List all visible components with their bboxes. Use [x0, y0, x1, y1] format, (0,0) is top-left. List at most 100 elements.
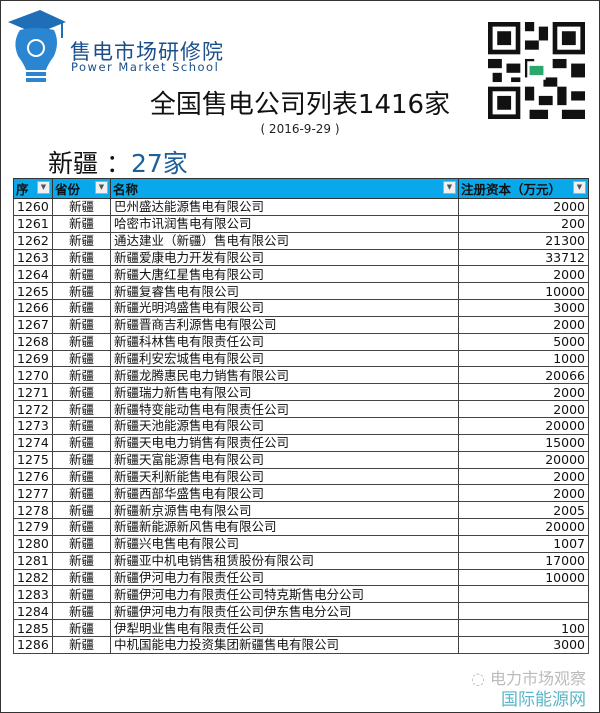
cell-seq[interactable]: 1286	[13, 635, 53, 654]
cell-name[interactable]: 新疆晋商吉利源售电有限公司	[110, 315, 459, 334]
cell-capital[interactable]: 2000	[458, 315, 589, 334]
cell-seq[interactable]: 1267	[13, 315, 53, 334]
cell-name[interactable]: 新疆复睿售电有限公司	[110, 282, 459, 301]
cell-seq[interactable]: 1262	[13, 231, 53, 250]
cell-capital[interactable]	[458, 602, 589, 621]
cell-capital[interactable]: 3000	[458, 299, 589, 317]
cell-seq[interactable]: 1265	[13, 282, 53, 301]
cell-province[interactable]: 新疆	[52, 214, 111, 233]
filter-dropdown-icon[interactable]: ▼	[37, 181, 50, 194]
cell-province[interactable]: 新疆	[52, 551, 111, 570]
cell-name[interactable]: 伊犁明业售电有限责任公司	[110, 619, 459, 637]
cell-capital[interactable]: 5000	[458, 332, 589, 351]
filter-applied-icon[interactable]: ▼	[95, 181, 108, 194]
cell-name[interactable]: 新疆利安宏城售电有限公司	[110, 349, 459, 368]
cell-capital[interactable]: 200	[458, 214, 589, 233]
cell-seq[interactable]: 1277	[13, 484, 53, 503]
cell-seq[interactable]: 1264	[13, 265, 53, 284]
cell-capital[interactable]: 20000	[458, 450, 589, 469]
cell-province[interactable]: 新疆	[52, 568, 111, 587]
cell-name[interactable]: 新疆亚中机电销售租赁股份有限公司	[110, 551, 459, 570]
cell-province[interactable]: 新疆	[52, 484, 111, 503]
cell-seq[interactable]: 1270	[13, 366, 53, 385]
cell-seq[interactable]: 1285	[13, 619, 53, 637]
cell-seq[interactable]: 1260	[13, 198, 53, 216]
cell-province[interactable]: 新疆	[52, 248, 111, 267]
cell-province[interactable]: 新疆	[52, 265, 111, 284]
cell-province[interactable]: 新疆	[52, 450, 111, 469]
cell-name[interactable]: 新疆新京源售电有限公司	[110, 501, 459, 520]
cell-seq[interactable]: 1268	[13, 332, 53, 351]
cell-name[interactable]: 新疆瑞力新售电有限公司	[110, 383, 459, 402]
cell-capital[interactable]: 2005	[458, 501, 589, 520]
cell-capital[interactable]: 21300	[458, 231, 589, 250]
cell-seq[interactable]: 1271	[13, 383, 53, 402]
cell-seq[interactable]: 1278	[13, 501, 53, 520]
cell-name[interactable]: 新疆龙腾惠民电力销售有限公司	[110, 366, 459, 385]
cell-capital[interactable]: 15000	[458, 433, 589, 452]
cell-province[interactable]: 新疆	[52, 332, 111, 351]
cell-province[interactable]: 新疆	[52, 467, 111, 486]
cell-capital[interactable]: 20000	[458, 416, 589, 435]
filter-dropdown-icon[interactable]: ▼	[443, 181, 456, 194]
filter-dropdown-icon[interactable]: ▼	[573, 181, 586, 194]
cell-name[interactable]: 通达建业（新疆）售电有限公司	[110, 231, 459, 250]
cell-province[interactable]: 新疆	[52, 383, 111, 402]
cell-capital[interactable]: 10000	[458, 282, 589, 301]
cell-name[interactable]: 新疆特变能动售电有限责任公司	[110, 400, 459, 418]
cell-capital[interactable]: 1007	[458, 534, 589, 553]
cell-province[interactable]: 新疆	[52, 534, 111, 553]
cell-capital[interactable]: 2000	[458, 467, 589, 486]
cell-province[interactable]: 新疆	[52, 635, 111, 654]
cell-capital[interactable]: 2000	[458, 484, 589, 503]
cell-capital[interactable]: 3000	[458, 635, 589, 654]
cell-capital[interactable]	[458, 585, 589, 604]
cell-province[interactable]: 新疆	[52, 198, 111, 216]
cell-name[interactable]: 新疆科林售电有限责任公司	[110, 332, 459, 351]
cell-province[interactable]: 新疆	[52, 282, 111, 301]
cell-province[interactable]: 新疆	[52, 366, 111, 385]
cell-name[interactable]: 新疆西部华盛售电有限公司	[110, 484, 459, 503]
cell-name[interactable]: 新疆天电电力销售有限责任公司	[110, 433, 459, 452]
cell-name[interactable]: 新疆天池能源售电有限公司	[110, 416, 459, 435]
cell-province[interactable]: 新疆	[52, 349, 111, 368]
cell-name[interactable]: 新疆伊河电力有限责任公司	[110, 568, 459, 587]
cell-province[interactable]: 新疆	[52, 585, 111, 604]
cell-name[interactable]: 新疆光明鸿盛售电有限公司	[110, 299, 459, 317]
column-header-seq[interactable]: 序 ▼	[13, 178, 53, 199]
cell-province[interactable]: 新疆	[52, 433, 111, 452]
cell-name[interactable]: 新疆爱康电力开发有限公司	[110, 248, 459, 267]
cell-seq[interactable]: 1283	[13, 585, 53, 604]
column-header-province[interactable]: 省份 ▼	[52, 178, 111, 199]
cell-capital[interactable]: 100	[458, 619, 589, 637]
cell-province[interactable]: 新疆	[52, 416, 111, 435]
cell-name[interactable]: 新疆天富能源售电有限公司	[110, 450, 459, 469]
cell-province[interactable]: 新疆	[52, 518, 111, 536]
cell-capital[interactable]: 20000	[458, 518, 589, 536]
cell-capital[interactable]: 2000	[458, 265, 589, 284]
cell-province[interactable]: 新疆	[52, 602, 111, 621]
cell-capital[interactable]: 17000	[458, 551, 589, 570]
cell-name[interactable]: 新疆伊河电力有限责任公司伊东售电分公司	[110, 602, 459, 621]
cell-province[interactable]: 新疆	[52, 619, 111, 637]
cell-capital[interactable]: 20066	[458, 366, 589, 385]
cell-seq[interactable]: 1280	[13, 534, 53, 553]
cell-capital[interactable]: 2000	[458, 400, 589, 418]
cell-name[interactable]: 新疆大唐红星售电有限公司	[110, 265, 459, 284]
cell-seq[interactable]: 1269	[13, 349, 53, 368]
cell-capital[interactable]: 2000	[458, 198, 589, 216]
cell-name[interactable]: 中机国能电力投资集团新疆售电有限公司	[110, 635, 459, 654]
column-header-name[interactable]: 名称 ▼	[110, 178, 459, 199]
cell-seq[interactable]: 1282	[13, 568, 53, 587]
cell-seq[interactable]: 1261	[13, 214, 53, 233]
cell-province[interactable]: 新疆	[52, 501, 111, 520]
cell-name[interactable]: 新疆伊河电力有限责任公司特克斯售电分公司	[110, 585, 459, 604]
cell-seq[interactable]: 1274	[13, 433, 53, 452]
cell-capital[interactable]: 10000	[458, 568, 589, 587]
cell-seq[interactable]: 1276	[13, 467, 53, 486]
cell-capital[interactable]: 1000	[458, 349, 589, 368]
cell-seq[interactable]: 1263	[13, 248, 53, 267]
cell-seq[interactable]: 1281	[13, 551, 53, 570]
cell-province[interactable]: 新疆	[52, 299, 111, 317]
cell-seq[interactable]: 1266	[13, 299, 53, 317]
